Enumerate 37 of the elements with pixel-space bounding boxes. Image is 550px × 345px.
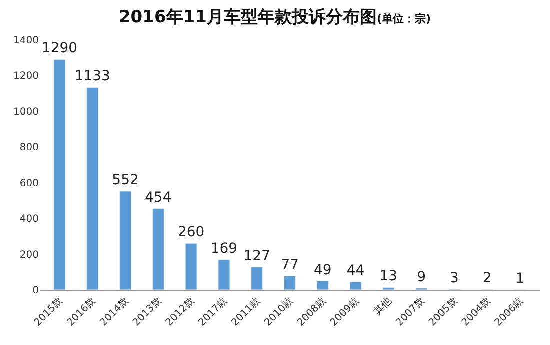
bar [86, 87, 99, 290]
y-tick-label: 400 [20, 214, 39, 226]
data-label: 3 [450, 270, 459, 286]
bar [350, 282, 362, 290]
data-label: 454 [145, 190, 172, 206]
bar [284, 276, 296, 290]
data-label: 77 [281, 257, 299, 274]
bar [152, 208, 164, 290]
bar [316, 281, 329, 290]
y-tick-label: 1200 [14, 71, 39, 82]
data-label: 260 [178, 224, 205, 241]
data-label: 127 [244, 248, 270, 264]
data-label: 1290 [42, 40, 78, 57]
data-label: 13 [380, 268, 398, 285]
y-tick-label: 200 [20, 250, 39, 261]
data-label: 1 [516, 270, 525, 287]
bar [54, 59, 66, 290]
y-tick-label: 0 [32, 286, 39, 296]
bar [185, 243, 198, 290]
y-tick-label: 1000 [14, 106, 39, 118]
data-label: 44 [346, 263, 365, 280]
chart-subtitle: (单位：宗) [376, 12, 432, 26]
data-label: 49 [314, 262, 332, 278]
x-tick-label: 其他 [372, 295, 394, 318]
bar [120, 191, 132, 290]
y-tick-label: 800 [20, 142, 39, 154]
chart-title: 2016年11月车型年款投诉分布图 [118, 7, 377, 28]
bar [251, 267, 264, 290]
data-label: 169 [210, 240, 238, 257]
bar [382, 287, 395, 290]
bar [218, 260, 230, 290]
data-label: 552 [112, 172, 139, 188]
y-tick-label: 1400 [14, 36, 39, 46]
y-tick-label: 600 [20, 178, 39, 190]
data-label: 2 [482, 270, 492, 287]
data-label: 1133 [74, 68, 110, 85]
data-label: 9 [417, 269, 426, 286]
